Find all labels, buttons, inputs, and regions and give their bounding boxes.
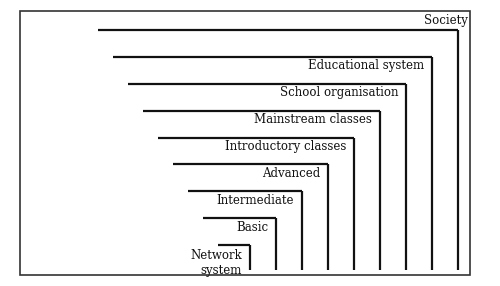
Text: Network
system: Network system [190, 249, 242, 277]
Text: Basic: Basic [236, 221, 268, 233]
Text: Intermediate: Intermediate [216, 194, 294, 206]
Text: School organisation: School organisation [280, 86, 398, 99]
Text: Educational system: Educational system [308, 59, 424, 72]
Text: Introductory classes: Introductory classes [224, 140, 346, 153]
Text: Society: Society [424, 14, 468, 27]
Bar [20, 11, 470, 275]
Text: Advanced: Advanced [262, 167, 320, 180]
Text: Mainstream classes: Mainstream classes [254, 113, 372, 126]
